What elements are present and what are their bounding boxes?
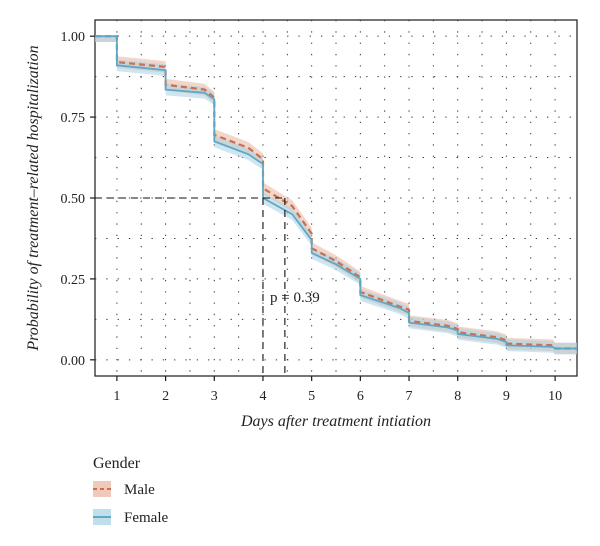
- y-tick-label: 0.00: [61, 354, 86, 369]
- legend-label-male: Male: [124, 482, 155, 498]
- line-male: [95, 35, 577, 350]
- line-female: [95, 35, 577, 350]
- y-tick-label: 1.00: [61, 30, 86, 45]
- x-tick-label: 5: [308, 389, 315, 404]
- median-guides: [95, 197, 286, 376]
- legend-title: Gender: [93, 455, 141, 472]
- x-tick-label: 7: [406, 389, 413, 404]
- x-axis-title: Days after treatment intiation: [240, 413, 431, 430]
- x-tick-label: 10: [548, 389, 562, 404]
- legend-label-female: Female: [124, 510, 168, 526]
- x-tick-label: 8: [454, 389, 461, 404]
- p-value-annotation: p = 0.39: [270, 290, 320, 306]
- legend-item-male: Male: [93, 481, 155, 498]
- legend-item-female: Female: [93, 509, 168, 526]
- x-tick-label: 1: [113, 389, 120, 404]
- x-tick-label: 2: [162, 389, 169, 404]
- x-tick-label: 4: [259, 389, 266, 404]
- x-tick-label: 6: [357, 389, 364, 404]
- x-tick-label: 9: [503, 389, 510, 404]
- y-tick-label: 0.75: [61, 111, 86, 126]
- y-axis-title: Probability of treatment–related hospita…: [25, 45, 42, 351]
- y-axis: 0.00 0.25 0.50 0.75 1.00: [61, 30, 95, 369]
- series-lines: [95, 35, 577, 350]
- x-axis: 1 2 3 4 5 6 7 8 9 10: [113, 376, 562, 404]
- y-tick-label: 0.25: [61, 273, 86, 288]
- y-tick-label: 0.50: [61, 192, 86, 207]
- x-tick-label: 3: [211, 389, 218, 404]
- grid: [95, 20, 577, 376]
- legend: Gender Male Female: [93, 455, 168, 526]
